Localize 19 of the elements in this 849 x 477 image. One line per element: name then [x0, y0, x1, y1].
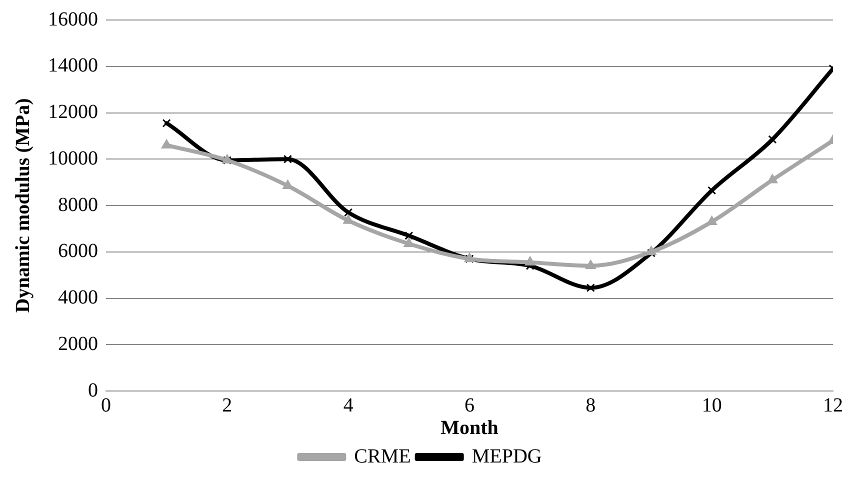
legend-label: MEPDG	[472, 445, 542, 468]
y-axis-title: Dynamic modulus (MPa)	[12, 98, 34, 313]
y-tick-label: 8000	[58, 194, 98, 216]
y-tick-label: 16000	[48, 8, 98, 30]
x-tick-label: 4	[343, 394, 354, 416]
x-tick-label: 6	[464, 394, 474, 416]
y-tick-label: 2000	[58, 332, 98, 355]
x-tick-label: 2	[222, 394, 232, 416]
y-tick-label: 10000	[48, 147, 98, 170]
y-tick-label: 0	[88, 379, 98, 402]
x-axis-title: Month	[440, 417, 498, 440]
x-tick-label: 8	[586, 394, 596, 416]
x-tick-label: 12	[823, 394, 843, 416]
y-tick-label: 4000	[58, 286, 98, 308]
y-tick-label: 6000	[58, 240, 98, 262]
x-tick-label: 10	[702, 394, 722, 416]
y-tick-label: 12000	[48, 101, 98, 123]
y-tick-label: 14000	[48, 54, 98, 77]
legend-label: CRME	[354, 445, 411, 468]
